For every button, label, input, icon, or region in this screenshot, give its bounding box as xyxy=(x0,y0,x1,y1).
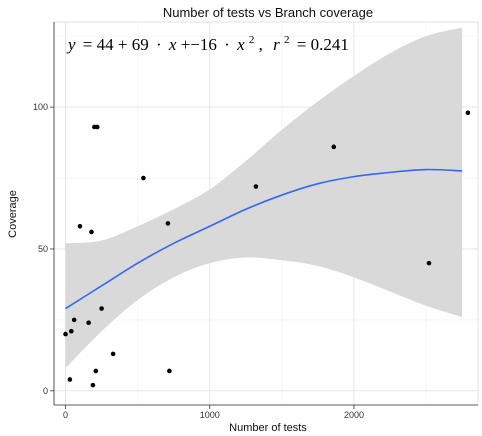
data-point xyxy=(89,229,94,235)
eq-main: = 44 + 69 xyxy=(83,35,149,54)
data-point xyxy=(69,328,74,334)
x-tick-label: 1000 xyxy=(200,410,220,420)
data-point xyxy=(110,351,116,357)
data-point xyxy=(71,317,77,323)
x-tick-label: 0 xyxy=(63,410,68,420)
eq-dot1: · xyxy=(156,35,162,54)
eq-y: y xyxy=(66,35,76,54)
y-axis-label: Coverage xyxy=(7,190,19,238)
y-tick-label: 100 xyxy=(33,102,48,112)
data-point xyxy=(93,368,99,374)
confidence-band xyxy=(65,27,463,369)
data-point xyxy=(253,184,259,189)
eq-x2: x xyxy=(236,35,245,54)
y-tick-label: 50 xyxy=(38,244,48,254)
data-points xyxy=(63,110,471,388)
data-point xyxy=(67,377,73,382)
eq-x1: x xyxy=(168,35,177,54)
data-point xyxy=(141,175,146,181)
data-point xyxy=(94,124,100,130)
eq-dot2: · xyxy=(224,35,230,54)
eq-r: r xyxy=(273,35,280,54)
data-point xyxy=(331,144,337,150)
data-point xyxy=(63,331,68,337)
eq-r-value: = 0.241 xyxy=(297,35,349,54)
fit-line xyxy=(65,168,463,310)
data-point xyxy=(167,368,172,374)
data-point xyxy=(99,306,104,311)
regression-equation: y = 44 + 69 · x +−16 · x 2 , r 2 = 0.241 xyxy=(66,28,349,54)
eq-exp: 2 xyxy=(249,34,255,46)
data-point xyxy=(86,320,91,326)
x-tick-label: 2000 xyxy=(344,410,364,420)
eq-plus: +−16 xyxy=(181,35,217,54)
data-point xyxy=(165,221,171,226)
y-ticks: 0 50 100 xyxy=(33,102,54,396)
data-point xyxy=(465,110,471,116)
data-point xyxy=(77,223,83,229)
axes xyxy=(53,22,478,406)
chart-title: Number of tests vs Branch coverage xyxy=(163,5,373,20)
y-tick-label: 0 xyxy=(43,386,48,396)
eq-r-exp: 2 xyxy=(284,34,290,46)
data-point xyxy=(90,382,96,388)
x-axis-label: Number of tests xyxy=(229,422,307,434)
eq-comma: , xyxy=(259,35,263,54)
data-point xyxy=(426,260,432,266)
x-ticks: 0 1000 2000 xyxy=(63,405,364,420)
